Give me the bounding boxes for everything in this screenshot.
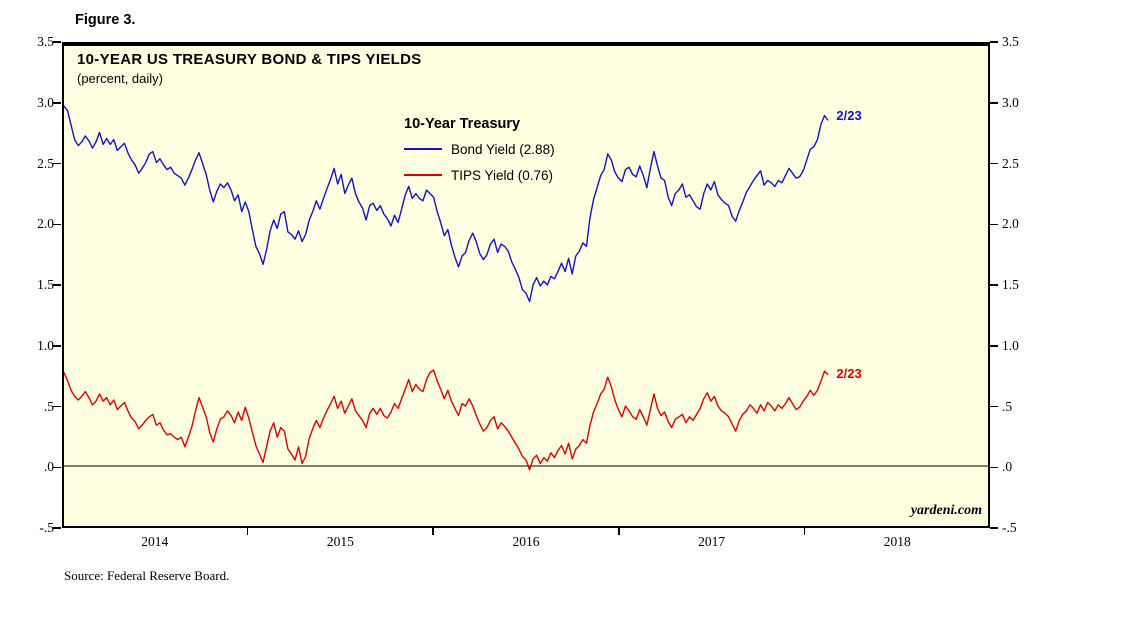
y-axis-label-right: .5 (1002, 398, 1013, 414)
y-axis-tick-left (53, 405, 61, 408)
y-axis-label-right: .0 (1002, 459, 1013, 475)
bond-yield-line-sample (404, 148, 442, 150)
x-axis-tick (246, 528, 249, 535)
y-axis-tick-right (990, 345, 998, 347)
y-axis-label-left: -.5 (39, 520, 54, 535)
bond-end-date-label: 2/23 (836, 108, 862, 124)
y-axis-tick-right (990, 162, 998, 165)
y-axis-label-right: 3.5 (1002, 34, 1019, 49)
x-axis-tick (618, 528, 620, 535)
y-axis-tick-left (53, 223, 61, 225)
legend-title: 10-Year Treasury (404, 116, 521, 132)
tips-yield-line (64, 369, 829, 471)
legend-label-bond-yield: Bond Yield (2.88) (451, 141, 555, 157)
y-axis-tick-right (990, 466, 998, 468)
y-axis-tick-left (53, 41, 61, 43)
yardeni-watermark: yardeni.com (910, 503, 982, 518)
y-axis-tick-left (53, 466, 61, 468)
y-axis-tick-left (53, 162, 61, 165)
y-axis-label-left: 2.0 (37, 216, 54, 232)
y-axis-label-right: -.5 (1002, 520, 1017, 535)
x-axis-year-label: 2015 (326, 534, 354, 549)
legend-item-bond-yield: Bond Yield (2.88) (404, 140, 555, 158)
plot-area (62, 42, 990, 528)
chart-subtitle: (percent, daily) (77, 71, 163, 86)
figure-label: Figure 3. (75, 12, 136, 28)
chart-plot-svg (64, 105, 988, 471)
y-axis-label-left: .5 (43, 398, 54, 414)
x-axis-tick (803, 528, 806, 535)
legend: 10-Year Treasury Bond Yield (2.88) TIPS … (404, 116, 555, 184)
y-axis-label-right: 3.0 (1002, 94, 1019, 110)
y-axis-label-left: 3.0 (37, 94, 54, 110)
y-axis-label-left: 3.5 (37, 34, 54, 49)
x-axis-year-label: 2017 (698, 534, 726, 549)
y-axis-tick-right (990, 102, 998, 104)
y-axis-tick-right (990, 41, 998, 43)
tips-yield-line-sample (404, 174, 442, 176)
y-axis-tick-right (990, 405, 998, 408)
chart-title: 10-YEAR US TREASURY BOND & TIPS YIELDS (77, 51, 422, 68)
y-axis-label-right: 1.5 (1002, 277, 1019, 292)
source-note: Source: Federal Reserve Board. (64, 568, 230, 583)
y-axis-label-right: 2.0 (1002, 216, 1019, 232)
y-axis-label-left: 2.5 (37, 155, 54, 171)
legend-label-tips-yield: TIPS Yield (0.76) (451, 167, 554, 183)
y-axis-tick-right (990, 527, 998, 529)
y-axis-tick-right (990, 284, 998, 286)
x-axis-year-label: 2016 (512, 534, 540, 549)
y-axis-tick-left (53, 102, 61, 104)
tips-end-date-label: 2/23 (836, 365, 862, 381)
bond-yield-line (64, 105, 829, 303)
x-axis-year-label: 2018 (883, 534, 911, 549)
legend-item-tips-yield: TIPS Yield (0.76) (404, 166, 555, 184)
y-axis-tick-left (53, 527, 61, 529)
y-axis-tick-left (53, 345, 61, 347)
y-axis-label-right: 2.5 (1002, 155, 1019, 171)
x-axis-tick (432, 528, 434, 535)
y-axis-label-left: 1.0 (37, 337, 54, 353)
y-axis-label-left: .0 (43, 459, 54, 475)
x-axis-year-label: 2014 (141, 534, 169, 549)
y-axis-label-left: 1.5 (37, 277, 54, 292)
y-axis-tick-left (53, 284, 61, 286)
y-axis-label-right: 1.0 (1002, 337, 1019, 353)
y-axis-tick-right (990, 223, 998, 225)
